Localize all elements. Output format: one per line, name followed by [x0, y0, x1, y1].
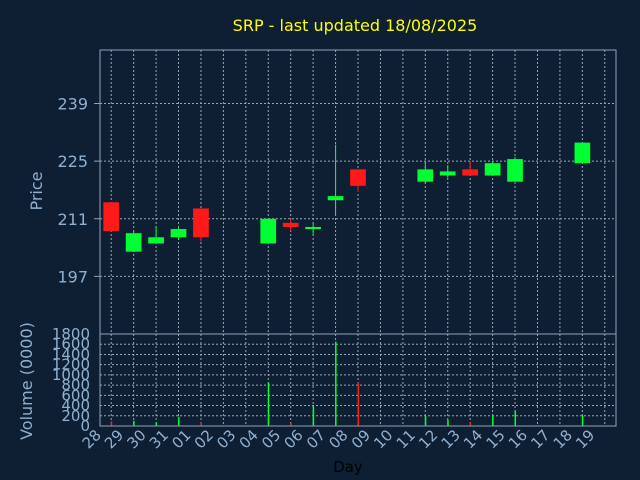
price-grid: [100, 50, 616, 334]
x-tick-labels: 2829303101020304050607080910111213141516…: [79, 426, 599, 452]
volume-tick-label: 1400: [52, 345, 90, 363]
volume-panel-frame: [99, 333, 617, 427]
volume-bar: [447, 419, 449, 426]
candle-body: [439, 171, 456, 176]
candle-body: [507, 159, 523, 182]
candle-body: [148, 237, 164, 244]
price-tick-label: 197: [57, 267, 88, 286]
volume-bar: [424, 415, 427, 426]
volume-tick-label: 0: [80, 417, 90, 435]
candle-body: [282, 222, 299, 227]
chart-title: SRP - last updated 18/08/2025: [233, 16, 478, 35]
price-tick-label: 211: [57, 210, 88, 229]
volume-bars: [110, 341, 584, 426]
candle-body: [170, 229, 187, 238]
volume-bar: [312, 405, 315, 426]
volume-tick-label: 400: [61, 397, 90, 415]
candle-body: [260, 218, 277, 244]
candle-body: [462, 169, 479, 176]
volume-bar: [155, 422, 158, 426]
volume-bar: [178, 416, 180, 426]
volume-bar: [357, 382, 359, 426]
candle-body: [305, 226, 321, 230]
candle-body: [327, 196, 344, 201]
x-axis-label: Day: [333, 458, 363, 476]
volume-tick-label: 200: [61, 407, 90, 425]
volume-tick-label: 1000: [52, 366, 90, 384]
volume-bar: [581, 415, 584, 426]
candle-body: [103, 202, 120, 232]
volume-bar: [469, 422, 472, 426]
volume-bar: [267, 382, 270, 426]
candle-body: [125, 233, 142, 252]
volume-bar: [110, 421, 113, 426]
volume-bar: [290, 422, 292, 426]
volume-bar: [514, 410, 517, 426]
volume-tick-label: 600: [61, 386, 90, 404]
volume-tick-label: 1600: [52, 335, 90, 353]
candle-body: [350, 169, 366, 186]
volume-tick-label: 800: [61, 376, 90, 394]
volume-bar: [133, 420, 135, 426]
price-tick-label: 239: [57, 95, 88, 114]
volume-tick-label: 1800: [52, 325, 90, 343]
volume-axis-label: Volume (0000): [17, 322, 36, 440]
candle-body: [484, 163, 501, 176]
candle-body: [417, 169, 434, 182]
volume-tick-label: 1200: [52, 356, 90, 374]
candle-body: [193, 208, 209, 238]
price-axis-label: Price: [27, 171, 46, 210]
candles: [103, 142, 591, 252]
price-tick-labels: 197 211 225 239: [57, 95, 100, 286]
volume-bar: [335, 341, 337, 426]
price-tick-label: 225: [57, 152, 88, 171]
volume-bar: [200, 422, 202, 426]
candle-body: [574, 142, 591, 164]
volume-bar: [492, 415, 494, 426]
